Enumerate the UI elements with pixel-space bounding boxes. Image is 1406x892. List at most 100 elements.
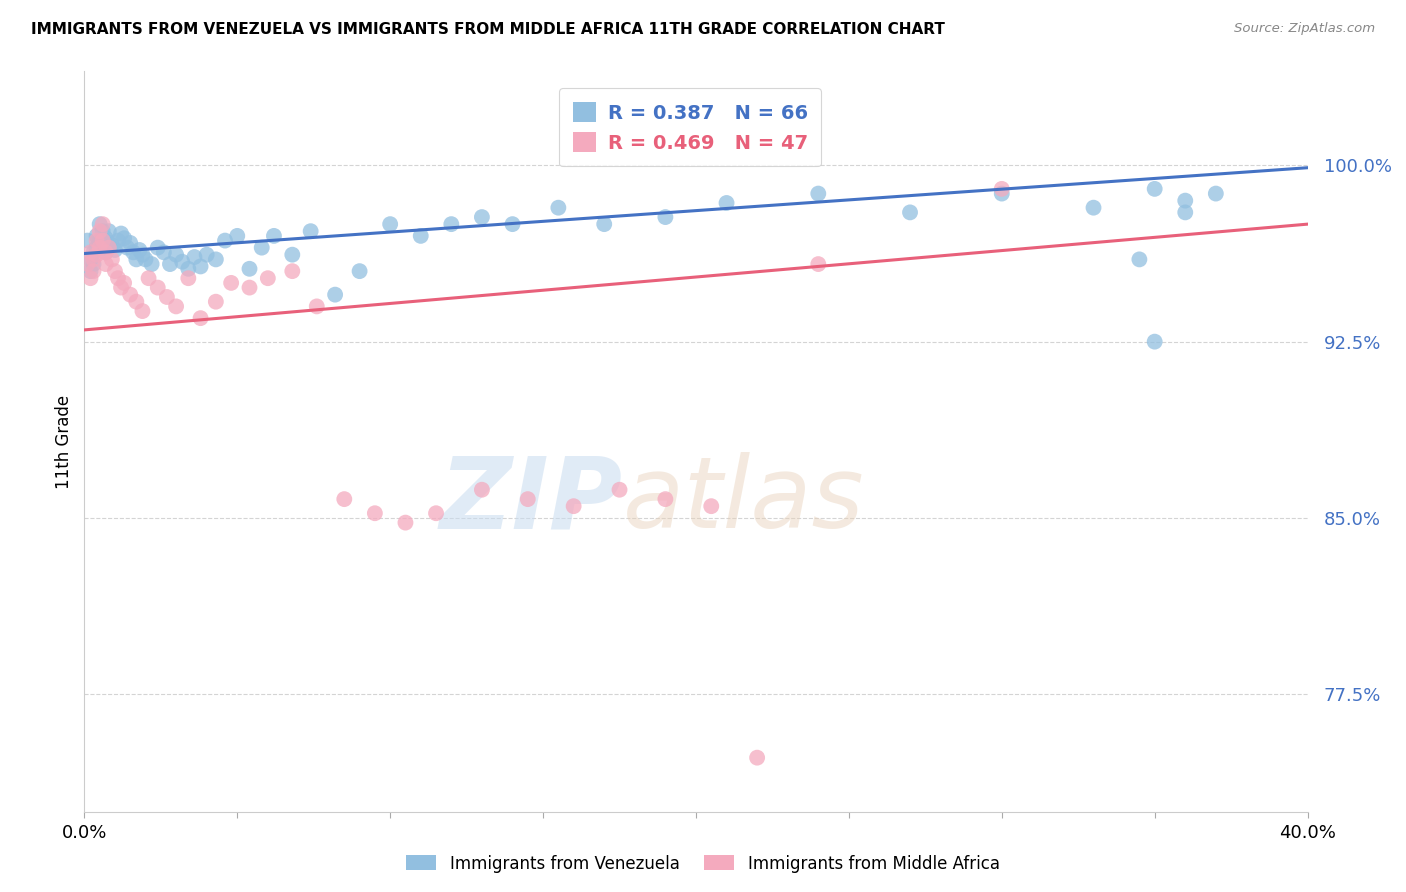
Point [76, 257, 98, 271]
Point [125, 294, 148, 309]
Point [146, 280, 169, 294]
Point [104, 243, 127, 257]
Legend: Immigrants from Venezuela, Immigrants from Middle Africa: Immigrants from Venezuela, Immigrants fr… [399, 848, 1007, 880]
Point [141, 257, 163, 271]
Point [97, 235, 120, 250]
Point [146, 241, 169, 255]
Point [83, 245, 105, 260]
Point [112, 231, 135, 245]
Point [394, 516, 416, 530]
Point [425, 506, 447, 520]
Point [165, 299, 187, 313]
Point [89, 234, 111, 248]
Point [110, 280, 132, 294]
Point [94, 245, 117, 260]
Point [238, 261, 260, 276]
Point [110, 227, 132, 241]
Point [97, 224, 120, 238]
Point [299, 224, 322, 238]
Y-axis label: 11th Grade: 11th Grade [55, 394, 73, 489]
Point [79, 271, 101, 285]
Point [122, 245, 145, 260]
Point [89, 224, 111, 238]
Point [131, 248, 153, 262]
Point [177, 271, 200, 285]
Point [1083, 201, 1105, 215]
Point [305, 299, 328, 313]
Point [89, 217, 111, 231]
Point [562, 499, 585, 513]
Point [349, 264, 371, 278]
Point [120, 235, 142, 250]
Point [609, 483, 631, 497]
Point [91, 224, 114, 238]
Point [79, 264, 101, 278]
Point [440, 217, 463, 231]
Point [94, 231, 117, 245]
Point [250, 241, 273, 255]
Point [471, 210, 494, 224]
Point [281, 248, 304, 262]
Point [135, 252, 157, 267]
Point [153, 245, 176, 260]
Point [593, 217, 616, 231]
Point [94, 257, 117, 271]
Point [654, 210, 676, 224]
Text: IMMIGRANTS FROM VENEZUELA VS IMMIGRANTS FROM MIDDLE AFRICA 11TH GRADE CORRELATIO: IMMIGRANTS FROM VENEZUELA VS IMMIGRANTS … [31, 22, 945, 37]
Point [1174, 205, 1197, 219]
Point [471, 483, 494, 497]
Point [991, 186, 1014, 201]
Point [86, 228, 108, 243]
Point [1205, 186, 1227, 201]
Point [807, 186, 830, 201]
Point [138, 271, 160, 285]
Point [281, 264, 304, 278]
Point [1128, 252, 1150, 267]
Point [263, 228, 285, 243]
Point [1143, 182, 1166, 196]
Point [89, 241, 111, 255]
Point [380, 217, 402, 231]
Point [76, 234, 98, 248]
Point [177, 261, 200, 276]
Point [83, 264, 105, 278]
Point [112, 276, 135, 290]
Point [94, 245, 117, 260]
Point [107, 271, 129, 285]
Point [115, 241, 138, 255]
Point [86, 241, 108, 255]
Point [219, 276, 242, 290]
Point [409, 228, 432, 243]
Point [747, 750, 769, 764]
Point [120, 287, 142, 301]
Point [86, 234, 108, 248]
Point [97, 241, 120, 255]
Point [86, 248, 108, 262]
Point [226, 228, 249, 243]
Point [654, 492, 676, 507]
Point [128, 243, 150, 257]
Point [190, 260, 212, 274]
Point [323, 287, 346, 301]
Point [195, 248, 218, 262]
Point [516, 492, 538, 507]
Point [83, 257, 105, 271]
Point [502, 217, 524, 231]
Point [107, 234, 129, 248]
Point [79, 245, 101, 260]
Text: Source: ZipAtlas.com: Source: ZipAtlas.com [1234, 22, 1375, 36]
Point [364, 506, 387, 520]
Point [125, 252, 148, 267]
Point [183, 250, 205, 264]
Point [214, 234, 236, 248]
Point [716, 196, 738, 211]
Point [101, 252, 124, 267]
Text: atlas: atlas [623, 452, 865, 549]
Point [101, 238, 124, 252]
Point [91, 241, 114, 255]
Point [991, 182, 1014, 196]
Text: ZIP: ZIP [440, 452, 623, 549]
Point [700, 499, 723, 513]
Point [238, 280, 260, 294]
Point [159, 257, 181, 271]
